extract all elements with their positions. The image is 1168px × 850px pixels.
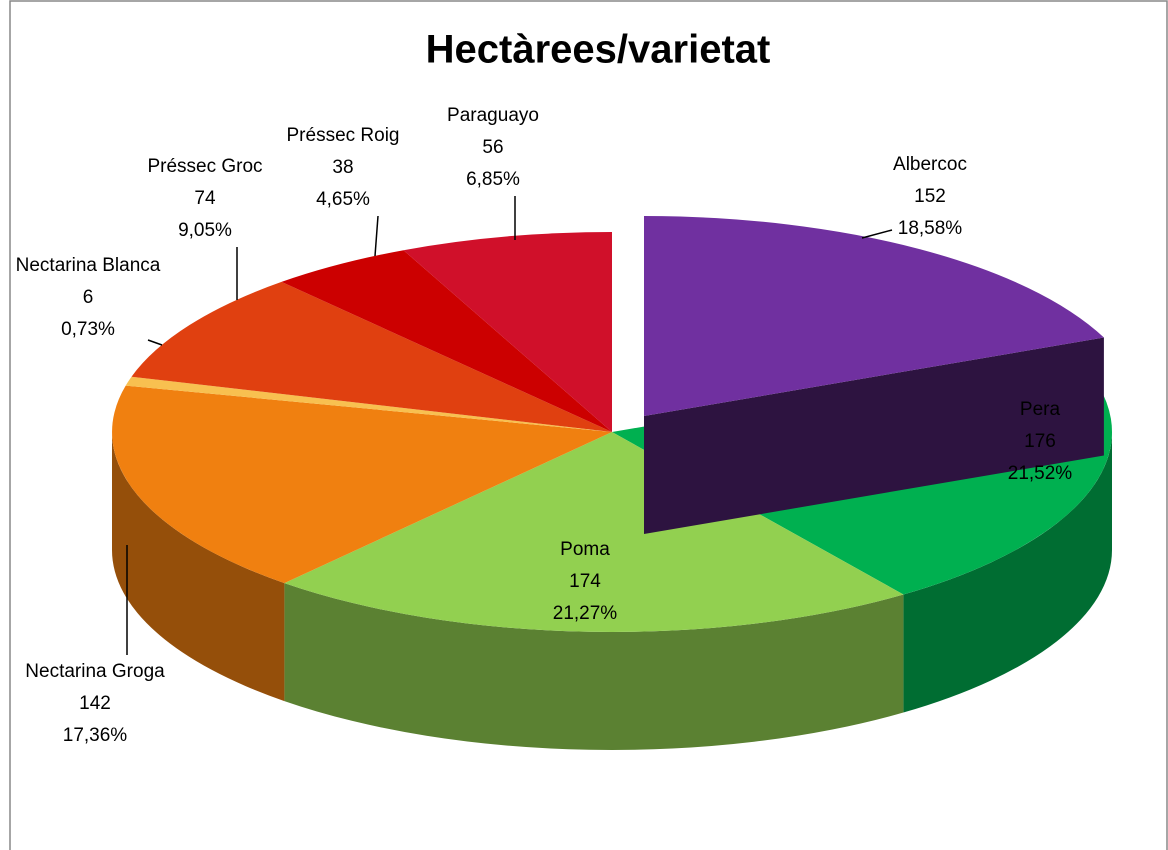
category-label: Nectarina Blanca — [16, 255, 161, 276]
leader-line — [147, 339, 163, 346]
value-label: 56 — [482, 137, 503, 158]
percent-label: 0,73% — [61, 319, 115, 340]
leader-line — [374, 215, 379, 257]
slice — [281, 250, 612, 432]
chart-title: Hectàrees/varietat — [426, 28, 771, 72]
percent-label: 21,52% — [1008, 463, 1073, 484]
category-label: Préssec Roig — [287, 125, 400, 146]
percent-label: 4,65% — [316, 189, 370, 210]
slice — [112, 385, 613, 584]
percent-label: 6,85% — [466, 169, 520, 190]
slice — [644, 216, 1104, 416]
slice-wall — [111, 432, 285, 702]
percent-label: 18,58% — [898, 218, 963, 239]
value-label: 74 — [194, 188, 216, 209]
category-label: Albercoc — [893, 154, 967, 175]
slice-wall — [903, 432, 1112, 713]
value-label: 142 — [79, 693, 111, 714]
value-label: 152 — [914, 186, 946, 207]
category-label: Pera — [1020, 399, 1061, 420]
value-label: 176 — [1024, 431, 1056, 452]
leader-line — [861, 229, 893, 239]
value-label: 6 — [83, 287, 94, 308]
slice — [284, 432, 904, 632]
category-label: Nectarina Groga — [25, 661, 165, 682]
category-label: Poma — [560, 539, 610, 560]
category-label: Paraguayo — [447, 105, 539, 126]
slice — [125, 376, 612, 432]
slice — [131, 281, 612, 432]
slice-wall — [284, 583, 904, 750]
slice — [403, 231, 612, 432]
percent-label: 17,36% — [63, 725, 128, 746]
percent-label: 21,27% — [553, 603, 618, 624]
category-label: Préssec Groc — [147, 156, 262, 177]
pie — [111, 216, 1112, 750]
value-label: 174 — [569, 571, 601, 592]
percent-label: 9,05% — [178, 220, 232, 241]
slice-side — [644, 337, 1104, 534]
labels: Albercoc 152 18,58% Pera 176 21,52% Poma 174 21,… — [16, 105, 1073, 746]
value-label: 38 — [332, 157, 353, 178]
